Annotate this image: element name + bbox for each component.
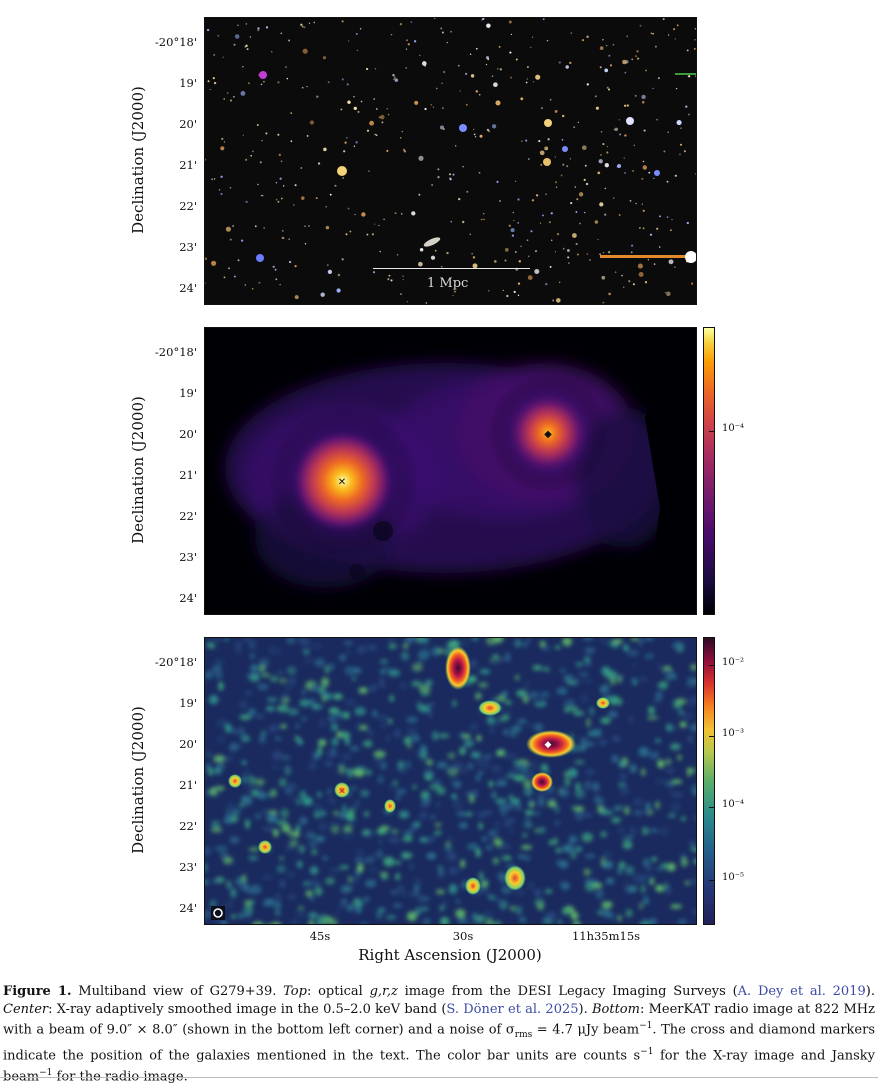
radio-cbar-tickmark [709,665,715,666]
radio-cbar-tick: 10⁻² [722,657,745,668]
dec-tick: 19' [179,386,197,400]
caption-text: : X-ray adaptively smoothed image in the… [48,1001,447,1017]
caption-sub: rms [514,1029,533,1040]
radio-cbar-tick: 10⁻⁴ [722,799,745,810]
dec-tick: 24' [179,901,197,915]
optical-image [205,18,696,304]
radio-cbar-tickmark [709,736,715,737]
optical-panel: 1 Mpc [204,17,697,305]
caption-center: Center [3,1001,49,1017]
dec-tick: 19' [179,696,197,710]
xray-cbar-tick: 10⁻⁴ [722,423,745,434]
radio-panel: ✕ ◆ [204,637,697,925]
dec-tick: 23' [179,550,197,564]
caption-top: Top [283,984,307,999]
dec-tick: 23' [179,860,197,874]
dec-tick: 20' [179,737,197,751]
dec-tick: -20°18' [154,345,197,359]
dec-tick: 22' [179,199,197,213]
dec-tick: 20' [179,117,197,131]
dec-tick: -20°18' [154,655,197,669]
scale-bar [373,268,530,269]
dec-tick: 21' [179,158,197,172]
dec-tick: 21' [179,468,197,482]
xray-image: ✕ ◆ [225,328,696,614]
caption-text: image from the DESI Legacy Imaging Surve… [397,984,738,999]
caption-label: Figure 1. [3,984,72,999]
citation-link[interactable]: A. Dey et al. 2019 [737,984,866,999]
radio-cbar-tickmark [709,807,715,808]
dec-tick: -20°18' [154,35,197,49]
ra-tick: 30s [452,929,474,943]
xray-cbar-tickmark [709,431,715,432]
dec-tick: 22' [179,819,197,833]
caption-text: : optical [306,984,370,999]
ra-tick: 11h35m15s [571,929,641,943]
dec-tick: 19' [179,76,197,90]
dec-tick: 21' [179,778,197,792]
xlabel: Right Ascension (J2000) [358,946,542,964]
xray-colorbar [703,327,715,615]
dec-tick: 22' [179,509,197,523]
radio-colorbar [703,637,715,925]
svg-text:✕: ✕ [338,787,346,797]
figure-caption: Figure 1. Multiband view of G279+39. Top… [3,983,875,1086]
dec-tick: 23' [179,240,197,254]
page-divider [0,1077,878,1078]
caption-sup: −1 [39,1068,53,1079]
svg-text:◆: ◆ [545,740,552,750]
caption-text: ). [578,1001,592,1017]
dec-tick: 24' [179,281,197,295]
xray-panel: ✕ ◆ [204,327,697,615]
citation-link[interactable]: S. Döner et al. 2025 [446,1001,579,1017]
caption-text: ). [865,984,875,999]
caption-bottom: Bottom [591,1001,640,1017]
caption-sup: −1 [639,1021,653,1031]
svg-text:◆: ◆ [544,429,552,440]
caption-bands: g,r,z [369,984,398,999]
caption-text: : MeerKAT radio image at 822 MHz with a … [3,1001,875,1038]
dec-tick: 24' [179,591,197,605]
radio-cbar-tick: 10⁻³ [722,728,745,739]
radio-image: ✕ ◆ [205,638,696,924]
caption-text: Multiband view of G279+39. [71,984,284,999]
radio-cbar-tickmark [709,880,715,881]
caption-text: = 4.7 μJy beam [532,1022,640,1038]
radio-cbar-tick: 10⁻⁵ [722,872,745,883]
dec-tick: 20' [179,427,197,441]
scale-bar-label: 1 Mpc [427,276,469,291]
svg-text:✕: ✕ [338,477,346,488]
ra-tick: 45s [309,929,331,943]
caption-text: . The cross and diamond markers indicate… [3,1022,875,1064]
caption-sup: −1 [640,1047,654,1058]
